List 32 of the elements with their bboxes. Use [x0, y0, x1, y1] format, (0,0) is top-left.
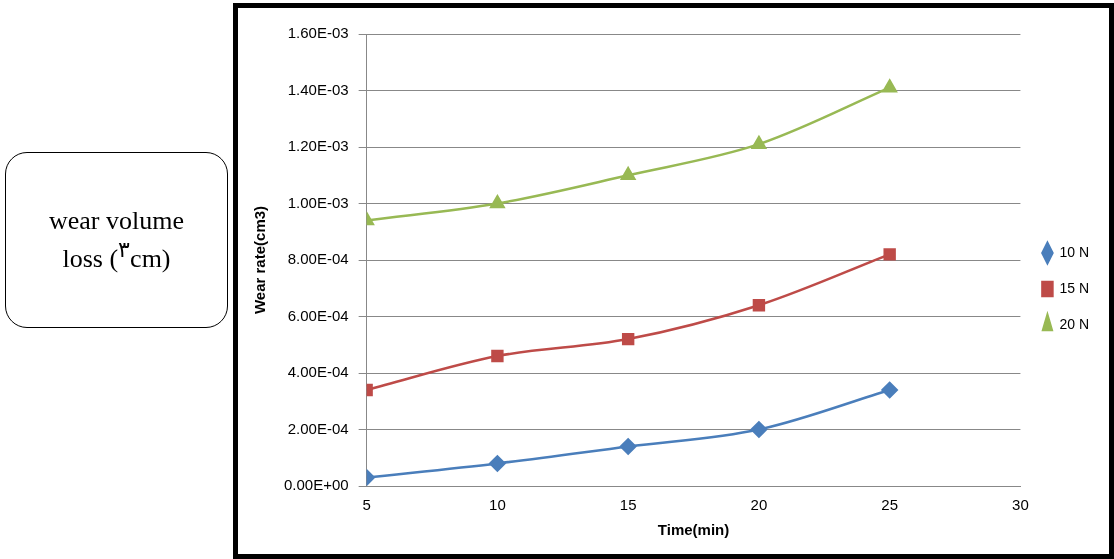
x-tick-label: 15	[619, 496, 637, 514]
x-tick-label: 10	[489, 496, 506, 514]
point	[491, 349, 504, 363]
legend-label: 20 N	[1059, 315, 1090, 332]
point	[489, 455, 506, 472]
point	[881, 381, 898, 399]
point	[490, 195, 505, 209]
point	[882, 79, 897, 93]
y-tick-label: 8.00E-04	[287, 250, 349, 268]
point	[752, 299, 766, 312]
point	[750, 421, 768, 438]
x-tick-label: 30	[1012, 496, 1029, 514]
y-tick-label: 4.00E-04	[287, 363, 349, 381]
legend-label: 10 N	[1059, 243, 1090, 260]
legend-label: 15 N	[1059, 279, 1090, 296]
y-tick-label: 2.00E-04	[287, 419, 349, 437]
y-tick-label: 1.20E-03	[287, 137, 349, 155]
point	[883, 248, 896, 261]
point	[751, 135, 767, 149]
point	[619, 438, 637, 455]
y-tick-label: 1.60E-03	[287, 24, 349, 42]
x-tick-label: 5	[362, 496, 371, 514]
x-tick-label: 25	[881, 496, 899, 514]
y-tick-label: 0.00E+00	[283, 476, 349, 494]
point	[621, 332, 635, 346]
point	[620, 167, 636, 180]
x-tick-label: 20	[750, 496, 768, 514]
y-tick-label: 6.00E-04	[287, 306, 349, 324]
x-axis-title: Time(min)	[657, 521, 730, 539]
y-tick-label: 1.00E-03	[287, 193, 349, 211]
y-axis-title: Wear rate(cm3)	[251, 205, 269, 315]
y-tick-label: 1.40E-03	[287, 80, 349, 98]
